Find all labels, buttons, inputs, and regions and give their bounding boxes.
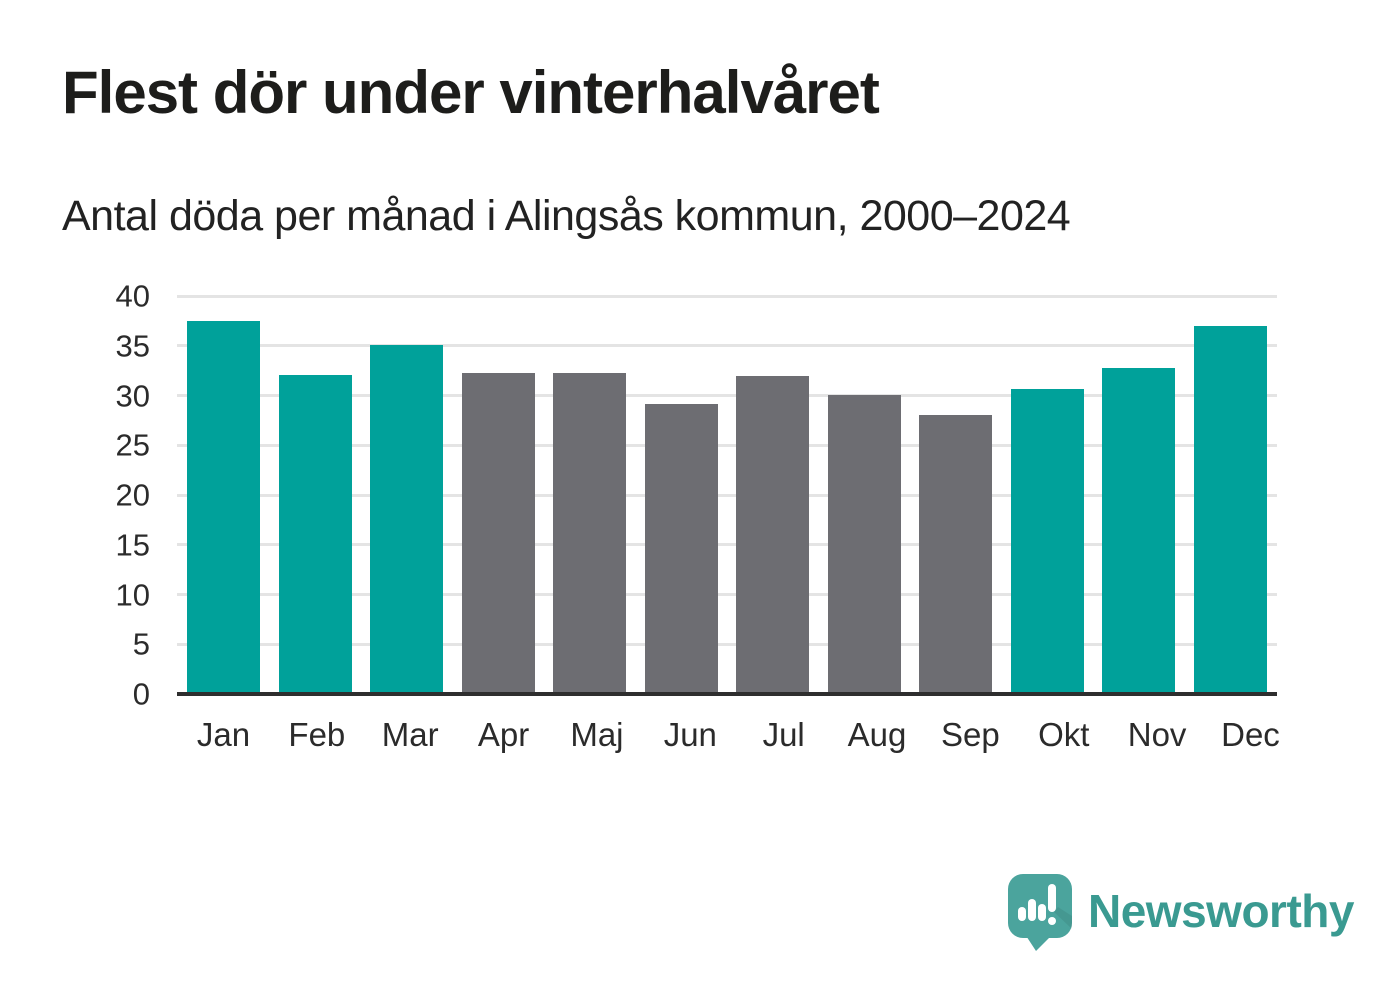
x-tick-label-maj: Maj <box>570 716 624 753</box>
x-tick-label-jan: Jan <box>196 716 251 753</box>
bar-sep <box>919 415 993 694</box>
x-tick-label-feb: Feb <box>288 716 346 753</box>
y-tick-label-15: 15 <box>115 527 150 563</box>
branding-footer: Newsworthy <box>1008 874 1354 952</box>
x-tick-label-jul: Jul <box>762 716 805 753</box>
bar-okt <box>1010 388 1084 694</box>
x-axis-baseline <box>177 692 1277 696</box>
gridline-25 <box>177 443 1277 447</box>
gridline-30 <box>177 394 1277 397</box>
bar-feb <box>278 374 352 694</box>
x-tick-label-apr: Apr <box>477 716 530 753</box>
bar-jan <box>187 320 260 694</box>
y-tick-label-10: 10 <box>115 577 150 612</box>
bar-aug <box>827 394 901 694</box>
bar-mar <box>370 344 444 694</box>
y-tick-label-0: 0 <box>132 676 150 712</box>
y-tick-label-5: 5 <box>132 626 150 662</box>
bar-nov <box>1102 367 1176 694</box>
chart-title: Flest dör under vinterhalvåret <box>62 59 880 126</box>
x-tick-label-mar: Mar <box>381 716 439 753</box>
y-axis-tick-labels: 0 5 10 15 20 25 30 35 40 <box>60 281 150 710</box>
bar-jun <box>644 404 718 694</box>
chart-subtitle: Antal döda per månad i Alingsås kommun, … <box>62 192 1071 240</box>
newsworthy-wordmark: Newsworthy <box>1088 885 1354 937</box>
x-tick-label-sep: Sep <box>941 716 1000 753</box>
bar-apr <box>461 372 535 694</box>
x-tick-label-jun: Jun <box>663 716 717 753</box>
newsworthy-speech-bubble-chart-icon <box>1008 874 1072 951</box>
x-tick-label-nov: Nov <box>1127 716 1187 753</box>
gridline-35 <box>177 344 1277 348</box>
y-tick-label-35: 35 <box>115 328 150 364</box>
bar-jul <box>736 375 810 694</box>
y-tick-label-30: 30 <box>115 378 150 413</box>
gridline-40 <box>177 294 1277 298</box>
x-tick-label-aug: Aug <box>847 716 907 753</box>
gridline-10 <box>177 593 1277 596</box>
y-tick-label-40: 40 <box>115 278 150 314</box>
x-tick-label-dec: Dec <box>1221 716 1280 753</box>
gridline-15 <box>177 543 1277 547</box>
x-tick-label-okt: Okt <box>1038 716 1090 753</box>
gridline-20 <box>177 493 1277 497</box>
y-tick-label-25: 25 <box>115 427 150 463</box>
y-tick-label-20: 20 <box>115 477 150 513</box>
gridline-5 <box>177 642 1277 646</box>
bar-dec <box>1193 325 1267 694</box>
x-axis-category-labels: Jan Feb Mar Apr Maj Jun Jul Aug Sep Okt Nov Dec <box>177 716 1297 754</box>
bar-maj <box>553 372 627 694</box>
bar-series <box>177 296 1277 694</box>
plot-area <box>177 294 1277 696</box>
